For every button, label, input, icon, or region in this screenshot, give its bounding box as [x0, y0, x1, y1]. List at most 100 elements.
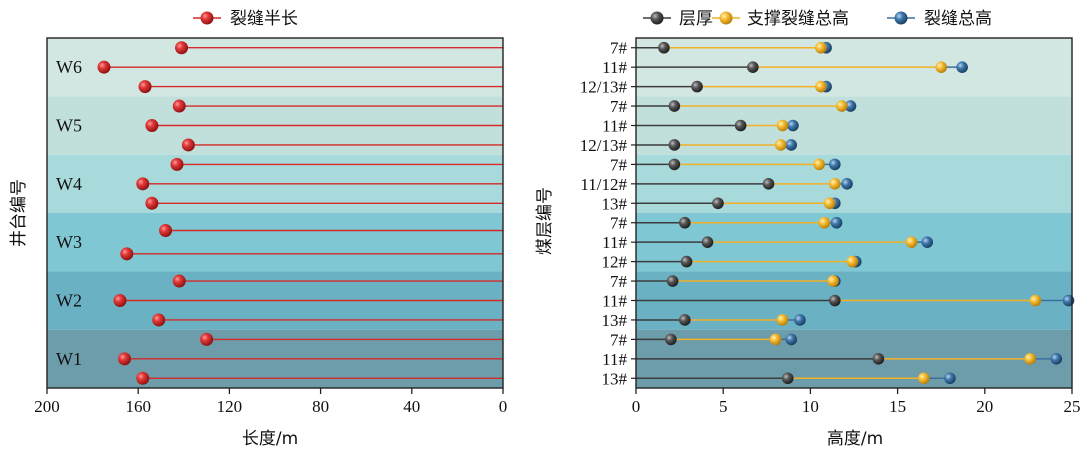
left-x-axis: 200 160 120 80 40 0 [34, 388, 507, 416]
point-total-height [785, 333, 798, 346]
right-plot-frame [635, 37, 1073, 389]
point-thickness [762, 178, 775, 190]
group-label-w2: W2 [56, 291, 82, 311]
point-thickness [679, 314, 691, 326]
x-tick-label: 5 [719, 397, 728, 416]
point-total-height [785, 139, 798, 151]
lollipop-point [175, 41, 189, 55]
legend-marker-propped-height [719, 11, 733, 25]
lollipop-point [136, 177, 150, 191]
right-panel: 0 5 10 15 20 25 7#11#12/13#7#11#12/13#7#11/12… [535, 9, 1081, 449]
point-propped-height [827, 275, 839, 287]
y-tick-label: 11# [602, 350, 627, 369]
point-propped-height [813, 158, 825, 171]
right-x-axis-title: 高度/m [827, 429, 883, 449]
point-thickness [668, 139, 681, 151]
y-tick-label: 11# [602, 292, 627, 311]
point-propped-height [815, 80, 827, 93]
lollipop-point [97, 60, 111, 74]
lollipop-point [152, 313, 166, 327]
y-tick-label: 7# [610, 155, 628, 174]
lollipop-point [136, 371, 150, 385]
x-tick-label: 80 [312, 397, 329, 416]
x-tick-label: 40 [403, 397, 420, 416]
point-total-height [921, 236, 934, 248]
point-thickness [701, 236, 714, 248]
point-propped-height [769, 333, 782, 346]
lollipop-point [200, 332, 214, 346]
lollipop-point [145, 196, 159, 210]
group-label-w5: W5 [56, 116, 82, 136]
x-tick-label: 20 [976, 397, 993, 416]
lollipop-point [118, 352, 132, 366]
point-thickness [680, 255, 693, 268]
right-bands [636, 38, 1072, 388]
x-tick-label: 200 [34, 397, 60, 416]
group-label-w6: W6 [56, 57, 82, 77]
lollipop-point [159, 224, 173, 237]
point-propped-height [935, 61, 947, 73]
left-panel: 200 160 120 80 40 0 W6 W5 W4 W3 W2 W1 长度/m 井台编号 裂缝… [9, 9, 507, 449]
point-total-height [794, 314, 806, 326]
lollipop-point [138, 80, 152, 94]
point-thickness [658, 41, 670, 54]
point-total-height [956, 61, 968, 73]
left-marks [97, 41, 503, 385]
y-tick-label: 11/12# [580, 175, 627, 194]
x-tick-label: 25 [1064, 397, 1081, 416]
group-label-w3: W3 [56, 232, 82, 252]
left-legend: 裂缝半长 [193, 9, 298, 29]
point-thickness [734, 119, 747, 132]
y-tick-label: 11# [602, 233, 627, 252]
point-thickness [666, 275, 679, 287]
y-tick-label: 7# [610, 214, 628, 233]
y-tick-label: 7# [610, 39, 628, 58]
lollipop-point [113, 294, 127, 307]
legend-marker-total-height [894, 11, 908, 25]
x-tick-label: 10 [802, 397, 819, 416]
lollipop-point [120, 247, 134, 261]
y-tick-label: 11# [602, 117, 627, 136]
point-total-height [844, 100, 857, 112]
x-tick-label: 120 [217, 397, 243, 416]
lollipop-point [172, 274, 186, 288]
point-propped-height [776, 314, 789, 326]
point-propped-height [917, 372, 930, 385]
x-tick-label: 0 [499, 397, 508, 416]
y-tick-label: 7# [610, 97, 628, 116]
left-band-w3 [47, 213, 503, 272]
left-x-axis-title: 长度/m [242, 429, 298, 449]
lollipop-point [172, 99, 186, 113]
left-bands [47, 38, 503, 388]
y-tick-label: 12# [602, 253, 628, 272]
lollipop-point [181, 138, 195, 152]
legend-label-total-height: 裂缝总高 [924, 9, 992, 29]
point-total-height [829, 158, 841, 171]
point-thickness [829, 294, 841, 307]
lollipop-point [145, 119, 159, 132]
x-tick-label: 0 [632, 397, 641, 416]
y-tick-label: 12/13# [580, 136, 628, 155]
y-tick-label: 12/13# [580, 78, 628, 97]
right-y-axis: 7#11#12/13#7#11#12/13#7#11/12#13#7#11#12… [580, 39, 636, 388]
left-plot-frame [46, 37, 504, 389]
legend-marker-thickness [650, 11, 664, 25]
point-propped-height [846, 255, 859, 268]
point-total-height [841, 178, 853, 190]
right-marks [636, 41, 1075, 385]
legend-label-propped-height: 支撑裂缝总高 [747, 9, 849, 29]
left-legend-label: 裂缝半长 [230, 9, 298, 29]
y-tick-label: 13# [602, 194, 628, 213]
point-propped-height [823, 197, 836, 210]
left-group-labels: W6 W5 W4 W3 W2 W1 [56, 57, 82, 369]
x-tick-label: 15 [889, 397, 906, 416]
point-propped-height [815, 41, 827, 54]
right-x-axis: 0 5 10 15 20 25 [632, 388, 1081, 416]
y-tick-label: 7# [610, 272, 628, 291]
y-tick-label: 13# [602, 311, 628, 330]
point-propped-height [835, 100, 848, 112]
point-propped-height [829, 178, 841, 190]
point-propped-height [1029, 294, 1042, 307]
